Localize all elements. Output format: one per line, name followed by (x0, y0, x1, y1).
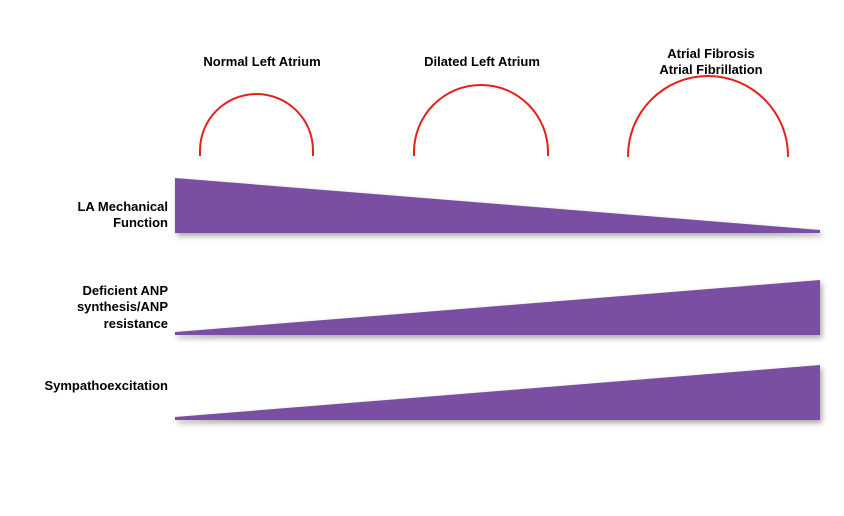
wedge-sympatho (175, 365, 820, 420)
wedge-anp (175, 280, 820, 335)
row-label-anp: Deficient ANPsynthesis/ANPresistance (8, 283, 168, 332)
col-header-fibrosis: Atrial FibrosisAtrial Fibrillation (626, 46, 796, 79)
row-label-sympatho: Sympathoexcitation (8, 378, 168, 394)
col-header-normal: Normal Left Atrium (182, 54, 342, 70)
atrium-arc-dilated (413, 84, 549, 156)
col-header-dilated: Dilated Left Atrium (402, 54, 562, 70)
atrium-arc-fibrosis (627, 75, 789, 157)
atrium-arc-normal (199, 93, 314, 156)
row-label-mechanical: LA MechanicalFunction (8, 199, 168, 232)
diagram-container: { "layout": { "width": 844, "height": 51… (0, 0, 844, 516)
wedge-mechanical (175, 178, 820, 233)
